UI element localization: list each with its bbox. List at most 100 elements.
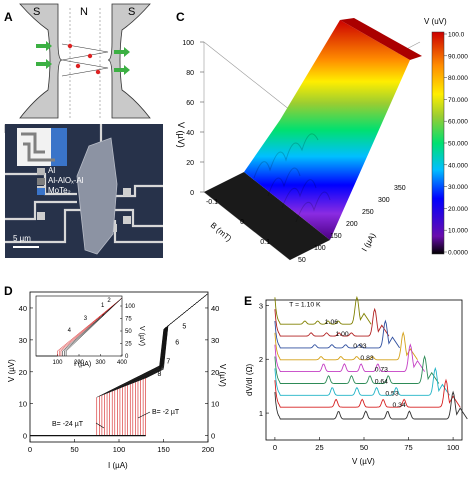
d-inset-xtick-label: 100 <box>52 360 63 366</box>
e-temp-label: 1.06 <box>325 319 338 326</box>
d-inset-curve <box>58 297 123 356</box>
d-inset-number: 2 <box>107 298 111 304</box>
andreev-path <box>61 43 109 77</box>
c-ztick-label: 40 <box>186 130 194 137</box>
electron-dot <box>95 69 101 75</box>
e-dvdi-curve <box>274 331 418 361</box>
surface-floor <box>204 172 330 260</box>
d-inset-number: 4 <box>68 328 72 334</box>
colorbar-tick-label: 100.0 <box>448 32 465 39</box>
d-inset-xtick-label: 300 <box>95 360 106 366</box>
c-ytick-label: 50 <box>298 257 306 264</box>
d-iv-curve <box>135 294 207 383</box>
d-inset-curve <box>65 297 123 356</box>
d-iv-curve <box>142 295 206 380</box>
e-dvdi-curve <box>274 354 440 384</box>
e-temp-label: 0.83 <box>360 355 373 362</box>
colorbar-tick-label: 90.000 <box>448 53 468 60</box>
colorbar-tick-label: 20.000 <box>448 206 468 213</box>
d-inset-curve <box>57 297 123 356</box>
d-xtick-label: 150 <box>157 445 170 454</box>
left-superconductor <box>19 3 63 119</box>
panel-label-e: E <box>244 294 253 308</box>
d-inset-xlabel: I (µA) <box>74 361 91 368</box>
device-micrograph: Al Al-AlOₓ-Al MoTe₂ 5 µm <box>5 124 163 258</box>
d-ytick-label: 20 <box>19 368 27 377</box>
d-inset-ytick-label: 100 <box>125 304 136 310</box>
e-temp-label: 0.53 <box>385 390 398 397</box>
d-inset-number: 3 <box>84 316 88 322</box>
d-ytick-label: 40 <box>19 304 27 313</box>
colorbar-tick-label: 40.000 <box>448 162 468 169</box>
label-n: N <box>80 6 88 18</box>
d-inset-curve <box>60 297 123 356</box>
c-xtick-label: 0 <box>240 219 244 226</box>
legend-alox: Al-AlOₓ-Al <box>48 176 84 185</box>
scale-bar-label: 5 µm <box>13 234 31 243</box>
surface-ramp <box>244 20 410 240</box>
c-ylabel: I (µA) <box>360 231 378 253</box>
d-ytick-right-label: 40 <box>211 304 219 313</box>
c-zlabel: V (µV) <box>176 122 186 148</box>
e-ytick-label: 2 <box>259 355 263 364</box>
e-xtick-label: 100 <box>447 443 460 452</box>
panel-a: A S N S <box>0 0 170 122</box>
d-step-number: 8 <box>158 371 162 378</box>
d-inset-ytick-label: 25 <box>125 342 132 348</box>
panel-label-d: D <box>4 284 13 298</box>
c-ztick-label: 60 <box>186 100 194 107</box>
e-dvdi-curve <box>274 307 390 337</box>
legend-al: Al <box>48 166 56 175</box>
d-xtick-label: 50 <box>70 445 78 454</box>
d-inset-curve <box>62 297 123 356</box>
mote2-flake <box>76 137 118 255</box>
d-inset-number: 1 <box>101 303 105 309</box>
d-ytick-right-label: 30 <box>211 336 219 345</box>
c-ytick-label: 250 <box>362 209 374 216</box>
e-dvdi-curve <box>274 343 425 373</box>
e-temp-label: 0.73 <box>375 367 388 374</box>
colorbar-tick-label: 50.000 <box>448 141 468 148</box>
d-xtick-label: 100 <box>113 445 126 454</box>
c-ytick-label: 350 <box>394 185 406 192</box>
e-ytick-label: 1 <box>259 409 263 418</box>
e-xtick-label: 0 <box>273 443 277 452</box>
surface-ripples <box>253 133 331 223</box>
d-inset-ytick-label: 75 <box>125 317 132 323</box>
e-xlabel: V (µV) <box>352 457 375 466</box>
c-ytick-label: 150 <box>330 233 342 240</box>
c-ztick-label: 0 <box>190 190 194 197</box>
colorbar-tick-label: 30.000 <box>448 184 468 191</box>
d-xtick-label: 0 <box>28 445 32 454</box>
d-iv-curve <box>140 294 208 381</box>
d-ytick-label: 0 <box>23 432 27 441</box>
d-iv-curve <box>137 296 205 382</box>
colorbar-title: V (uV) <box>424 17 447 26</box>
c-xtick-label: 0.1 <box>260 239 270 246</box>
e-ylabel: dV/dI (Ω) <box>245 363 254 396</box>
colorbar-tick-label: 0.0000 <box>448 250 468 257</box>
e-temp-label: 0.64 <box>375 378 388 385</box>
right-superconductor <box>107 3 151 119</box>
d-ytick-right-label: 20 <box>211 368 219 377</box>
legend-mote2: MoTe₂ <box>48 186 71 195</box>
d-inset-ytick-label: 0 <box>125 354 129 360</box>
d-ytick-label: 30 <box>19 336 27 345</box>
d-ylabel: V (µV) <box>7 359 16 382</box>
label-s-right: S <box>128 6 136 18</box>
panel-e: 0 25 50 75 100 1 2 3 T = 1.10 K 1.06 1.00 0.93 0.83… <box>242 292 474 472</box>
d-xtick-label: 200 <box>202 445 215 454</box>
panel-label-a: A <box>4 10 13 24</box>
c-ztick-label: 80 <box>186 70 194 77</box>
colorbar-tick-label: 10.000 <box>448 228 468 235</box>
d-right-ylabel: V (µV) <box>218 364 227 387</box>
d-xlabel: I (µA) <box>108 461 128 470</box>
d-annot-left: B= -24 µT <box>52 421 84 428</box>
c-xlabel: B (mT) <box>209 221 234 244</box>
d-iv-curve <box>145 293 209 379</box>
electron-dot <box>75 63 81 69</box>
c-ytick-label: 300 <box>378 197 390 204</box>
d-ytick-right-label: 0 <box>211 432 215 441</box>
e-xtick-label: 75 <box>404 443 412 452</box>
